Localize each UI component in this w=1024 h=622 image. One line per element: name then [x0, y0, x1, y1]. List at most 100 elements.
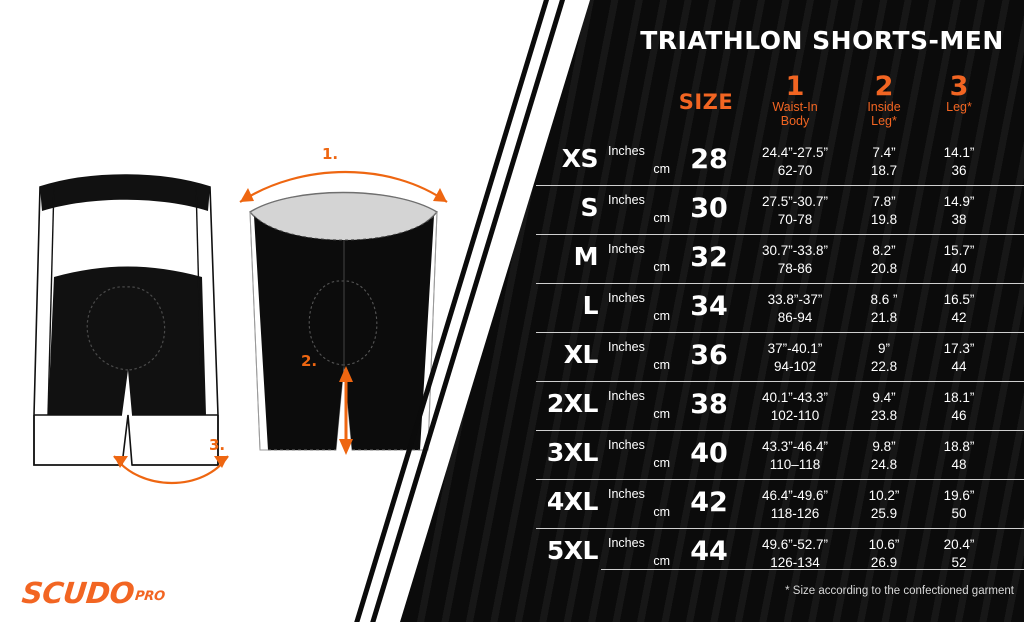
waist-cm: 110–118 [769, 457, 821, 472]
inside-inches: 7.4” [872, 145, 896, 160]
leg-cm: 44 [951, 359, 967, 374]
cell-unit: Inches cm [608, 240, 670, 276]
table-row: XL Inches cm 36 37”-40.1” 94-102 9” 22.8 17.3” 44 [536, 332, 1024, 381]
inside-inches: 9.8” [872, 439, 896, 454]
unit-cm: cm [653, 505, 670, 519]
waist-inches: 46.4”-49.6” [761, 488, 829, 503]
cell-leg: 18.8” 48 [920, 438, 998, 474]
hem-measure-arc [113, 455, 229, 484]
unit-inches: Inches [608, 242, 645, 256]
cell-inside-leg: 9.4” 23.8 [845, 389, 923, 425]
leg-cm: 38 [951, 212, 967, 227]
unit-inches: Inches [608, 144, 645, 158]
leg-inches: 17.3” [943, 341, 975, 356]
leg-inches: 15.7” [943, 243, 975, 258]
cell-size: 5XL [546, 536, 599, 565]
leg-inches: 14.9” [943, 194, 975, 209]
table-row: S Inches cm 30 27.5”-30.7” 70-78 7.8” 19.8 14.9”… [536, 185, 1024, 234]
table-row: 5XL Inches cm 44 49.6”-52.7” 126-134 10.6” 26.9… [536, 528, 1024, 577]
cell-number: 36 [690, 340, 728, 371]
inside-cm: 26.9 [870, 555, 898, 570]
brand-logo: SCUDOPRO [20, 576, 166, 610]
inside-cm: 24.8 [870, 457, 898, 472]
cell-inside-leg: 7.8” 19.8 [845, 193, 923, 229]
cell-number: 32 [690, 242, 728, 273]
leg-inches: 19.6” [943, 488, 975, 503]
cell-inside-leg: 8.6 ” 21.8 [845, 291, 923, 327]
leg-cm: 46 [951, 408, 967, 423]
cell-number: 44 [690, 536, 728, 567]
unit-inches: Inches [608, 340, 645, 354]
cell-leg: 16.5” 42 [920, 291, 998, 327]
waist-inches: 24.4”-27.5” [761, 145, 829, 160]
cell-unit: Inches cm [608, 387, 670, 423]
inside-inches: 7.8” [872, 194, 896, 209]
inside-cm: 19.8 [870, 212, 898, 227]
header-size-label: SIZE [678, 90, 734, 114]
cell-leg: 17.3” 44 [920, 340, 998, 376]
inside-inches: 8.2” [872, 243, 896, 258]
cell-waist: 43.3”-46.4” 110–118 [745, 438, 845, 474]
table-row: 2XL Inches cm 38 40.1”-43.3” 102-110 9.4” 23.8 1… [536, 381, 1024, 430]
table-bottom-rule [601, 569, 1024, 570]
measure-label-1: 1. [322, 145, 339, 163]
shorts-side-diagram [239, 170, 448, 455]
table-row: XS Inches cm 28 24.4”-27.5” 62-70 7.4” 18.7 14.1… [536, 137, 1024, 185]
header-column-leg: 3 Leg* [920, 71, 998, 114]
cell-unit: Inches cm [608, 289, 670, 325]
waist-inches: 49.6”-52.7” [761, 537, 829, 552]
header-number-2: 2 [874, 71, 894, 102]
cell-leg: 18.1” 46 [920, 389, 998, 425]
table-row: M Inches cm 32 30.7”-33.8” 78-86 8.2” 20.8 15.7”… [536, 234, 1024, 283]
leg-cm: 52 [951, 555, 967, 570]
unit-inches: Inches [608, 536, 645, 550]
waist-inches: 43.3”-46.4” [761, 439, 829, 454]
leg-cm: 40 [951, 261, 967, 276]
cell-size: XL [563, 340, 599, 369]
cell-unit: Inches cm [608, 485, 670, 521]
table-row: 4XL Inches cm 42 46.4”-49.6” 118-126 10.2” 25.9… [536, 479, 1024, 528]
cell-waist: 49.6”-52.7” 126-134 [745, 536, 845, 572]
unit-cm: cm [653, 554, 670, 568]
inside-cm: 18.7 [870, 163, 898, 178]
measure-label-2: 2. [301, 352, 318, 370]
cell-waist: 27.5”-30.7” 70-78 [745, 193, 845, 229]
unit-inches: Inches [608, 291, 645, 305]
measure-label-3: 3. [209, 436, 226, 454]
unit-cm: cm [653, 407, 670, 421]
header-caption-1b: Body [780, 114, 810, 128]
cell-unit: Inches cm [608, 534, 670, 570]
cell-size: 2XL [546, 389, 599, 418]
unit-cm: cm [653, 162, 670, 176]
waist-inches: 40.1”-43.3” [761, 390, 829, 405]
cell-number: 38 [690, 389, 728, 420]
header-column-waist: 1 Waist-In Body [745, 71, 845, 128]
unit-cm: cm [653, 260, 670, 274]
cell-inside-leg: 7.4” 18.7 [845, 144, 923, 180]
header-caption-3a: Leg* [946, 100, 972, 114]
chart-title: TRIATHLON SHORTS-MEN [640, 26, 1004, 55]
unit-cm: cm [653, 456, 670, 470]
cell-unit: Inches cm [608, 191, 670, 227]
inside-inches: 9” [877, 341, 890, 356]
waist-inches: 37”-40.1” [767, 341, 823, 356]
cell-leg: 20.4” 52 [920, 536, 998, 572]
waist-cm: 126-134 [770, 555, 820, 570]
cell-leg: 15.7” 40 [920, 242, 998, 278]
cell-size: S [580, 193, 598, 222]
header-number-3: 3 [949, 71, 969, 102]
unit-cm: cm [653, 211, 670, 225]
cell-leg: 14.9” 38 [920, 193, 998, 229]
logo-wordmark: SCUDO [20, 576, 136, 610]
header-number-1: 1 [785, 71, 805, 102]
cell-size: 3XL [546, 438, 599, 467]
unit-cm: cm [653, 309, 670, 323]
header-caption-1a: Waist-In [772, 100, 818, 114]
cell-inside-leg: 8.2” 20.8 [845, 242, 923, 278]
logo-suffix: PRO [134, 589, 166, 604]
cell-leg: 19.6” 50 [920, 487, 998, 523]
inside-cm: 22.8 [870, 359, 898, 374]
leg-cm: 36 [951, 163, 967, 178]
cell-leg: 14.1” 36 [920, 144, 998, 180]
